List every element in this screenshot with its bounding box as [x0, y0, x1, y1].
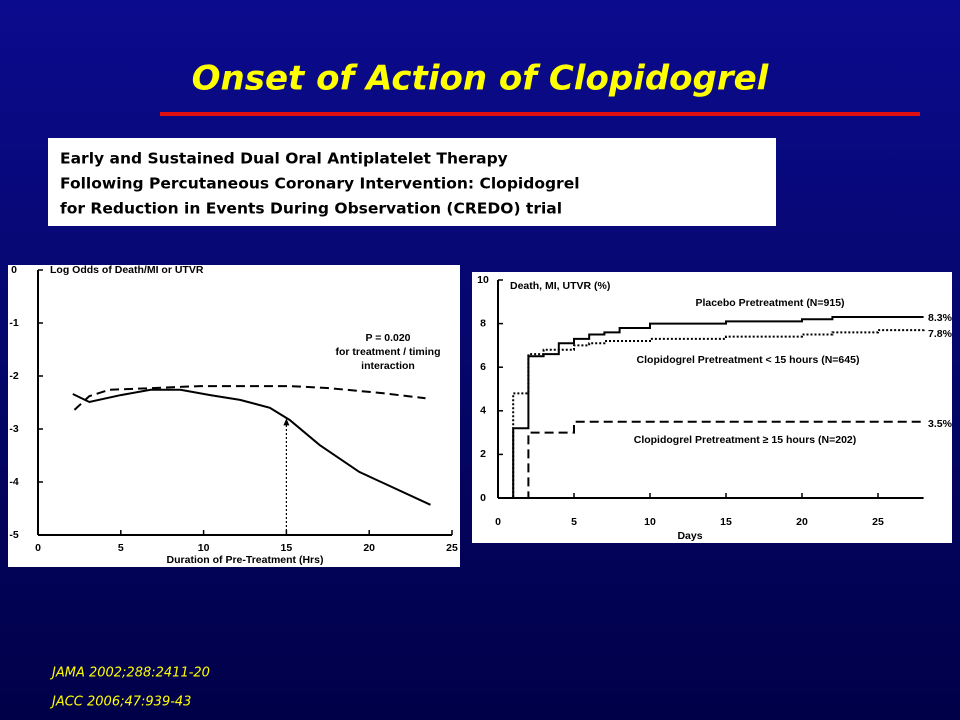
y-tick-label: 8: [480, 317, 486, 329]
y-tick-label: -4: [9, 476, 18, 488]
reference: JAMA 2002;288:2411-20: [49, 666, 210, 681]
data-label: 7.8%: [928, 328, 953, 340]
x-axis-title: Duration of Pre-Treatment (Hrs): [167, 554, 324, 566]
y-tick-label: 0: [480, 492, 486, 504]
x-tick-label: 15: [281, 542, 293, 554]
y-axis-title: Log Odds of Death/MI or UTVR: [50, 264, 204, 276]
y-tick-label: -3: [9, 423, 18, 435]
y-tick-label: 6: [480, 361, 486, 373]
x-tick-label: 5: [571, 516, 577, 528]
data-line: [72, 388, 431, 506]
reference: JACC 2006;47:939-43: [49, 695, 191, 710]
subtitle-line: Early and Sustained Dual Oral Antiplatel…: [60, 150, 508, 168]
annotation: interaction: [361, 360, 415, 372]
data-label: 8.3%: [928, 312, 953, 324]
subtitle-line: Following Percutaneous Coronary Interven…: [60, 175, 580, 193]
legend-label: Clopidogrel Pretreatment < 15 hours (N=6…: [637, 354, 860, 366]
subtitle-line: for Reduction in Events During Observati…: [60, 200, 562, 218]
subtitle-box: [48, 138, 776, 226]
x-tick-label: 5: [118, 542, 124, 554]
arrow-head: [283, 418, 290, 426]
chart: 0 -1 -2 -3 -4 -5 0 5 10 15 20 25 Log Odds of Death/M…: [9, 264, 458, 566]
legend-label: Clopidogrel Pretreatment ≥ 15 hours (N=2…: [634, 434, 857, 446]
x-tick-label: 20: [363, 542, 375, 554]
annotation: P = 0.020: [365, 332, 410, 344]
x-tick-label: 0: [35, 542, 41, 554]
x-tick-label: 15: [720, 516, 732, 528]
legend-label: Placebo Pretreatment (N=915): [695, 297, 844, 309]
y-tick-label: -5: [9, 529, 18, 541]
chart-panel: [8, 265, 460, 567]
data-line: [498, 420, 924, 499]
x-tick-label: 20: [796, 516, 808, 528]
x-tick-label: 25: [446, 542, 458, 554]
x-tick-label: 25: [872, 516, 884, 528]
data-line: [498, 316, 924, 499]
y-tick-label: 2: [480, 448, 486, 460]
annotation: for treatment / timing: [335, 346, 440, 358]
data-label: 3.5%: [928, 418, 953, 430]
x-tick-label: 0: [495, 516, 501, 528]
y-tick-label: 10: [477, 274, 489, 286]
y-axis-title: Death, MI, UTVR (%): [510, 280, 610, 292]
y-tick-label: -1: [9, 317, 18, 329]
x-tick-label: 10: [644, 516, 656, 528]
chart: 0 2 4 6 8 10 0 5 10 15 20 25 Death, MI, UTVR (%) Days…: [477, 274, 952, 542]
y-tick-label: 0: [11, 264, 17, 276]
data-line: [73, 385, 426, 411]
y-tick-label: -2: [9, 370, 18, 382]
data-line: [498, 327, 925, 499]
y-tick-label: 4: [480, 405, 486, 417]
x-axis-title: Days: [677, 530, 702, 542]
slide-title: Onset of Action of Clopidogrel: [192, 59, 770, 99]
chart-panel: [472, 272, 952, 543]
x-tick-label: 10: [198, 542, 210, 554]
